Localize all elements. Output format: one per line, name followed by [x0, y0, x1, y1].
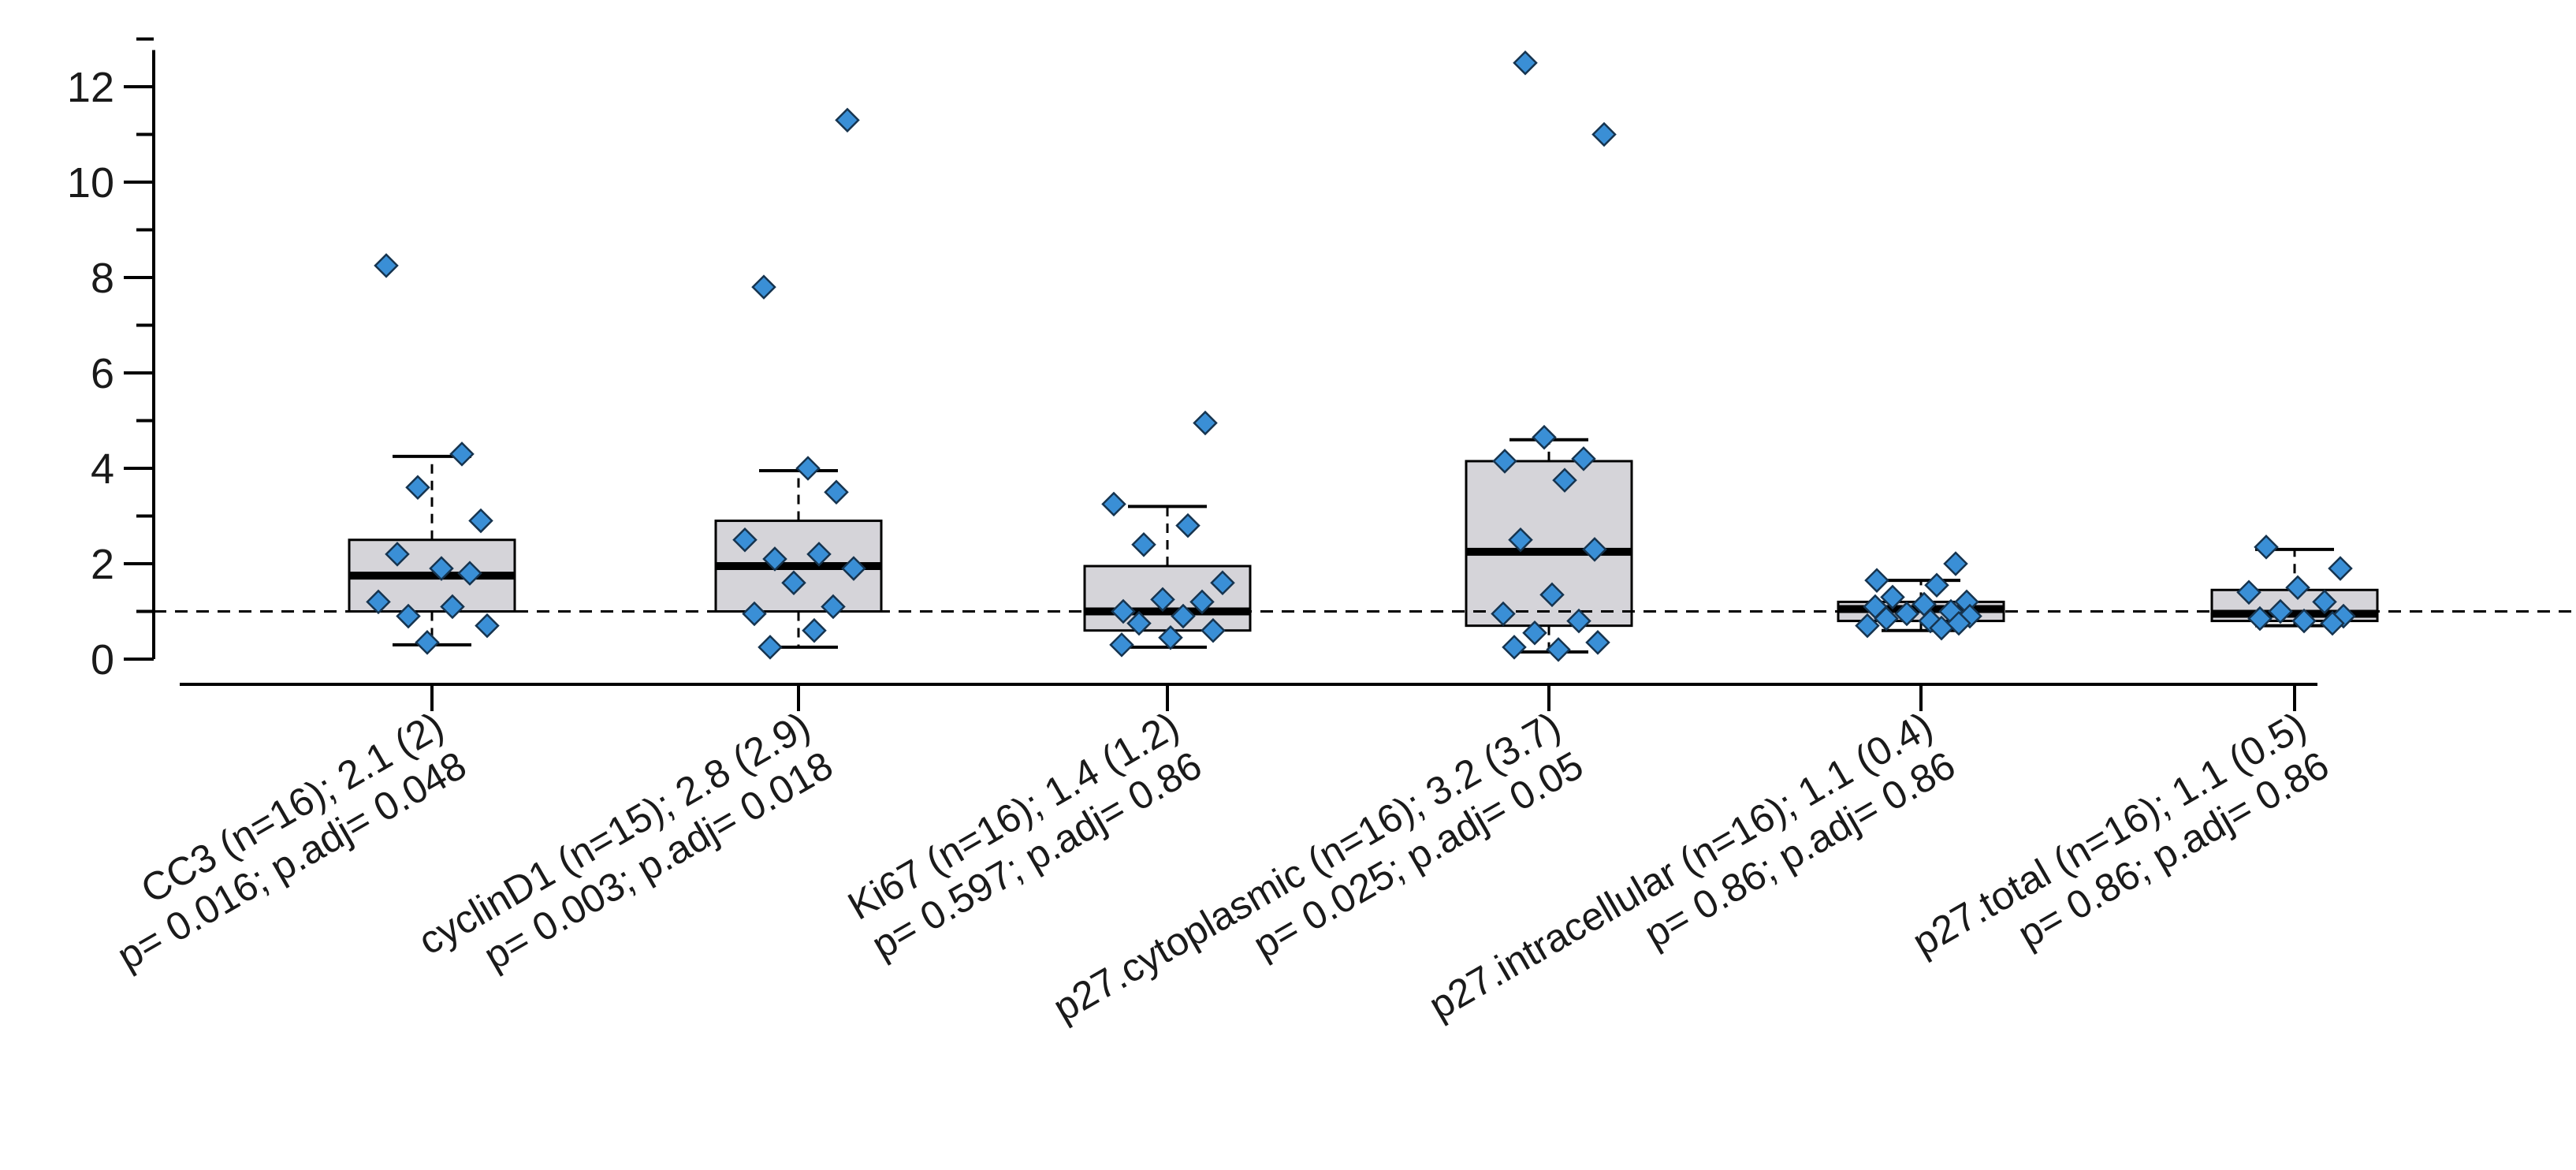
data-point: [1894, 601, 1919, 627]
data-point: [429, 556, 454, 581]
category-label: cyclinD1 (n=15); 2.8 (2.9)p= 0.003; p.ad…: [411, 703, 839, 978]
data-point: [2268, 598, 2293, 624]
data-point: [449, 442, 475, 467]
data-point: [457, 561, 482, 586]
data-point: [1111, 598, 1136, 624]
data-point: [1158, 625, 1183, 650]
category-label-line1: p27.total (n=16); 1.1 (0.5): [1905, 703, 2314, 964]
data-point: [1491, 601, 1516, 627]
data-point: [2312, 589, 2337, 615]
data-point: [1552, 468, 1577, 493]
data-point: [1210, 570, 1235, 595]
data-point: [468, 508, 493, 534]
data-point: [1864, 568, 1889, 593]
data-point: [806, 542, 832, 567]
data-point: [802, 617, 827, 643]
data-point: [762, 546, 787, 572]
data-point: [1126, 610, 1152, 636]
category-label: p27.total (n=16); 1.1 (0.5)p= 0.86; p.ad…: [1905, 703, 2336, 964]
data-point: [824, 479, 849, 505]
data-point: [1171, 603, 1196, 629]
data-point: [795, 456, 821, 481]
data-point: [781, 570, 806, 595]
data-point: [385, 542, 410, 567]
boxes: [348, 438, 2379, 654]
data-point: [821, 594, 846, 620]
data-point: [1855, 613, 1880, 639]
data-point: [1546, 637, 1571, 662]
data-point: [415, 630, 440, 655]
data-point: [2247, 605, 2273, 632]
data-point: [841, 556, 866, 581]
data-point: [1929, 615, 1954, 641]
y-tick-label: 6: [91, 350, 114, 397]
data-point: [396, 603, 421, 629]
data-point: [751, 274, 776, 300]
data-point: [1880, 584, 1905, 610]
data-point: [1924, 572, 1949, 598]
data-point: [2285, 575, 2310, 601]
data-point: [2328, 556, 2353, 581]
data-point: [2236, 579, 2261, 605]
data-point: [1582, 537, 1607, 562]
x-axis: [180, 683, 2317, 711]
data-point: [1101, 491, 1126, 517]
data-point: [1513, 50, 1538, 76]
data-point: [2320, 610, 2345, 636]
data-point: [440, 594, 465, 620]
data-point: [1566, 608, 1591, 634]
data-point: [475, 613, 500, 639]
data-point: [1539, 582, 1565, 608]
data-point: [1193, 410, 1218, 436]
data-point: [2291, 608, 2317, 634]
data-point: [1532, 424, 1557, 450]
data-point: [374, 253, 399, 278]
category-labels: CC3 (n=16); 2.1 (2)p= 0.016; p.adj= 0.04…: [110, 703, 2336, 1030]
data-point: [1189, 589, 1215, 615]
data-point: [742, 601, 767, 627]
data-point: [1585, 630, 1610, 655]
data-point: [1150, 587, 1175, 613]
y-axis: 0 2 4 6 8 10 12: [67, 37, 155, 684]
data-point: [2254, 535, 2279, 560]
category-label: CC3 (n=16); 2.1 (2)p= 0.016; p.adj= 0.04…: [110, 703, 473, 978]
data-point: [1201, 617, 1226, 643]
data-point: [1946, 610, 1971, 636]
y-tick-label: 8: [91, 255, 114, 302]
y-tick-label: 4: [91, 445, 114, 493]
y-tick-label: 0: [91, 636, 114, 684]
data-point: [1109, 632, 1134, 658]
data-points: [366, 50, 2356, 662]
data-point: [1175, 512, 1201, 538]
data-point: [1591, 121, 1617, 147]
box-group: [1465, 438, 1633, 654]
category-label: Ki67 (n=16); 1.4 (1.2)p= 0.597; p.adj= 0…: [840, 703, 1208, 967]
data-point: [1874, 605, 1899, 632]
data-point: [1492, 449, 1517, 474]
data-point: [405, 475, 430, 500]
data-point: [758, 635, 783, 660]
y-tick-label: 2: [91, 541, 114, 588]
y-tick-label: 12: [67, 64, 114, 111]
data-point: [1131, 532, 1156, 557]
data-point: [732, 527, 758, 553]
data-point: [835, 107, 860, 133]
category-label-line1: cyclinD1 (n=15); 2.8 (2.9): [411, 703, 817, 963]
data-point: [1502, 635, 1527, 660]
y-tick-label: 10: [67, 159, 114, 207]
data-point: [1508, 527, 1533, 553]
data-point: [1943, 551, 1968, 576]
data-point: [1522, 620, 1547, 646]
data-point: [1571, 446, 1596, 471]
data-point: [366, 589, 391, 615]
